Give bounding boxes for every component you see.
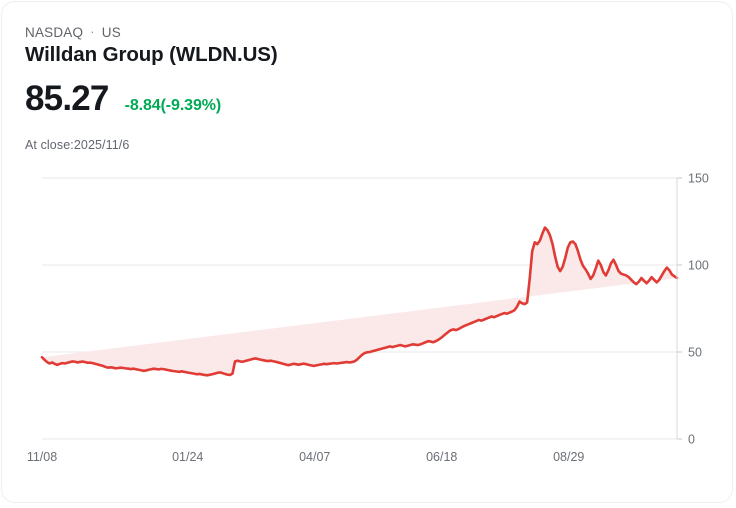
right-axis bbox=[676, 177, 682, 440]
grid-lines bbox=[42, 177, 677, 440]
quote-row: 85.27 -8.84(-9.39%) bbox=[25, 81, 221, 116]
separator-dot: · bbox=[90, 24, 95, 39]
y-axis-tick-label: 0 bbox=[688, 433, 695, 447]
exchange-name: NASDAQ bbox=[25, 25, 84, 40]
x-axis-labels: 11/08 01/24 04/07 06/18 08/29 bbox=[27, 450, 585, 464]
y-axis-tick-label: 100 bbox=[688, 259, 709, 273]
price-area-fill bbox=[42, 227, 677, 376]
x-axis-tick-label: 06/18 bbox=[426, 450, 457, 464]
price-chart-svg: 0 50 100 150 11/08 01/24 04/07 06/18 08/29 bbox=[27, 172, 709, 465]
region-name: US bbox=[101, 25, 121, 40]
page-title: Willdan Group (WLDN.US) bbox=[25, 43, 278, 66]
exchange-region-row: NASDAQ · US bbox=[25, 25, 121, 40]
x-axis-tick-label: 11/08 bbox=[27, 450, 57, 464]
y-axis-tick-label: 150 bbox=[688, 172, 709, 186]
price-change: -8.84(-9.39%) bbox=[124, 97, 222, 114]
x-axis-tick-label: 04/07 bbox=[299, 450, 330, 464]
y-axis-tick-label: 50 bbox=[688, 346, 702, 360]
x-axis-tick-label: 01/24 bbox=[172, 450, 203, 464]
price-chart[interactable]: 0 50 100 150 11/08 01/24 04/07 06/18 08/29 bbox=[2, 162, 732, 472]
last-price: 85.27 bbox=[25, 79, 109, 118]
price-line bbox=[40, 226, 679, 377]
close-timestamp: At close:2025/11/6 bbox=[25, 138, 130, 152]
y-axis-labels: 0 50 100 150 bbox=[688, 172, 709, 447]
x-axis-tick-label: 08/29 bbox=[553, 450, 584, 464]
